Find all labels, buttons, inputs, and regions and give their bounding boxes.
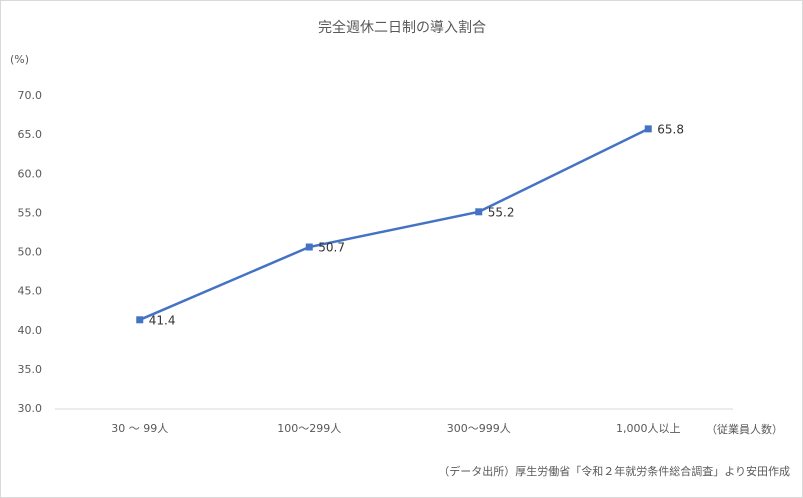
x-tick-label: 30 ～ 99人: [111, 422, 168, 435]
y-tick-label: 45.0: [18, 285, 43, 298]
data-marker: [475, 208, 483, 216]
y-tick-label: 35.0: [18, 363, 43, 376]
y-tick-label: 65.0: [18, 128, 43, 141]
data-marker: [136, 316, 144, 324]
y-tick-label: 30.0: [18, 402, 43, 415]
x-tick-label: 300～999人: [447, 422, 511, 435]
source-note: （データ出所）厚生労働省「令和２年就労条件総合調査」より安田作成: [438, 464, 790, 478]
y-tick-label: 55.0: [18, 206, 43, 219]
y-tick-label: 50.0: [18, 246, 43, 259]
y-axis-label: (%): [10, 53, 29, 66]
x-tick-label: 1,000人以上: [616, 422, 681, 435]
data-marker: [644, 125, 652, 133]
data-label: 65.8: [657, 122, 684, 136]
chart-title: 完全週休二日制の導入割合: [318, 19, 486, 36]
y-tick-label: 70.0: [18, 89, 43, 102]
data-label: 50.7: [318, 241, 345, 255]
x-tick-label: 100～299人: [277, 422, 341, 435]
y-tick-label: 60.0: [18, 167, 43, 180]
x-axis-label: （従業員人数）: [706, 423, 783, 436]
data-label: 41.4: [149, 313, 176, 327]
data-marker: [305, 243, 313, 251]
data-label: 55.2: [488, 205, 515, 219]
data-line: [139, 127, 649, 321]
y-tick-label: 40.0: [18, 324, 43, 337]
